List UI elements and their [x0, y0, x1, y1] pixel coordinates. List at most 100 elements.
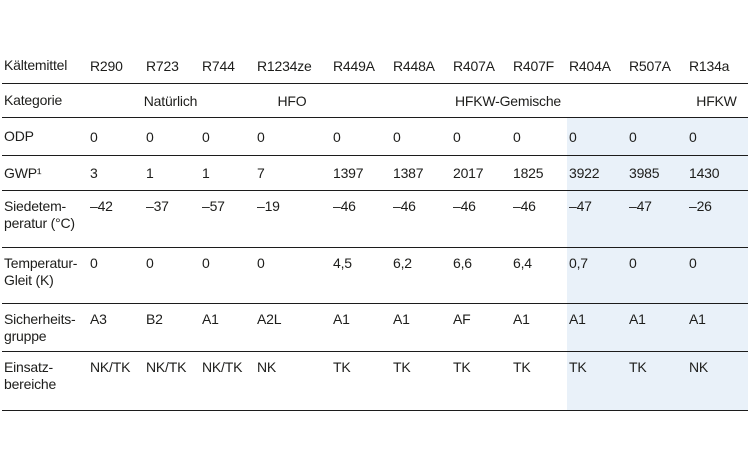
column-header-r290: R290: [88, 48, 144, 84]
table-cell: 0: [331, 117, 391, 156]
table-cell: 0: [511, 117, 567, 156]
table-cell: A1: [687, 303, 748, 352]
table-cell: 3985: [627, 155, 687, 191]
table-cell: –46: [391, 190, 451, 248]
row-temperaturgleit: Temperatur- Gleit (K) 0 0 0 0 4,5 6,2 6,…: [2, 247, 748, 304]
row-einsatzbereiche: Einsatz- bereiche NK/TK NK/TK NK/TK NK T…: [2, 351, 748, 411]
category-group-hfkw-gemische: HFKW-Gemische: [331, 83, 687, 118]
table-cell: 2017: [451, 155, 511, 191]
table-cell: 0: [255, 117, 331, 156]
table-wrapper: Kältemittel R290 R723 R744 R1234ze R449A…: [2, 48, 748, 411]
table-cell: A1: [511, 303, 567, 352]
table-cell: –57: [200, 190, 255, 248]
column-header-r448a: R448A: [391, 48, 451, 84]
table-cell: TK: [567, 351, 627, 411]
table-cell: –46: [511, 190, 567, 248]
table-cell: –47: [627, 190, 687, 248]
row-label-gwp: GWP¹: [2, 155, 88, 191]
column-header-r1234ze: R1234ze: [255, 48, 331, 84]
table-cell: NK: [687, 351, 748, 411]
category-row: Kategorie Natürlich HFO HFKW-Gemische HF…: [2, 83, 748, 118]
column-header-r407f: R407F: [511, 48, 567, 84]
table-cell: 0: [627, 247, 687, 304]
table-cell: A1: [331, 303, 391, 352]
row-gwp: GWP¹ 3 1 1 7 1397 1387 2017 1825 3922 39…: [2, 155, 748, 191]
table-cell: 1430: [687, 155, 748, 191]
row-siedetemperatur: Siedetem- peratur (°C) –42 –37 –57 –19 –…: [2, 190, 748, 248]
table-cell: 0,7: [567, 247, 627, 304]
table-cell: 6,6: [451, 247, 511, 304]
table-cell: –47: [567, 190, 627, 248]
table-cell: 3922: [567, 155, 627, 191]
column-header-r407a: R407A: [451, 48, 511, 84]
table-cell: B2: [144, 303, 200, 352]
table-cell: –46: [331, 190, 391, 248]
table-cell: 0: [200, 247, 255, 304]
table-cell: TK: [451, 351, 511, 411]
column-header-r744: R744: [200, 48, 255, 84]
table-header-row: Kältemittel R290 R723 R744 R1234ze R449A…: [2, 48, 748, 84]
row-label-temperaturgleit: Temperatur- Gleit (K): [2, 247, 88, 304]
table-cell: 6,2: [391, 247, 451, 304]
row-odp: ODP 0 0 0 0 0 0 0 0 0 0 0: [2, 117, 748, 156]
table-cell: 3: [88, 155, 144, 191]
table-cell: –42: [88, 190, 144, 248]
category-group-hfkw: HFKW: [687, 83, 748, 118]
table-cell: 0: [144, 117, 200, 156]
row-label-kategorie: Kategorie: [2, 83, 88, 118]
table-cell: –26: [687, 190, 748, 248]
category-group-natuerlich: Natürlich: [88, 83, 255, 118]
table-cell: A2L: [255, 303, 331, 352]
table-cell: 0: [144, 247, 200, 304]
table-cell: NK/TK: [88, 351, 144, 411]
table-cell: 0: [88, 247, 144, 304]
table-cell: A1: [391, 303, 451, 352]
row-label-sicherheitsgruppe: Sicherheits- gruppe: [2, 303, 88, 352]
table-cell: 1397: [331, 155, 391, 191]
column-header-r449a: R449A: [331, 48, 391, 84]
table-cell: 7: [255, 155, 331, 191]
table-cell: 0: [451, 117, 511, 156]
table-cell: NK: [255, 351, 331, 411]
table-cell: 1: [200, 155, 255, 191]
table-cell: 1387: [391, 155, 451, 191]
table-cell: –19: [255, 190, 331, 248]
table-cell: A1: [200, 303, 255, 352]
table-cell: 0: [627, 117, 687, 156]
table-cell: TK: [331, 351, 391, 411]
table-cell: 4,5: [331, 247, 391, 304]
column-header-r507a: R507A: [627, 48, 687, 84]
table-cell: 6,4: [511, 247, 567, 304]
row-label-siedetemperatur: Siedetem- peratur (°C): [2, 190, 88, 248]
column-header-r404a: R404A: [567, 48, 627, 84]
column-header-r723: R723: [144, 48, 200, 84]
category-group-hfo: HFO: [255, 83, 331, 118]
table-cell: NK/TK: [200, 351, 255, 411]
table-cell: 0: [391, 117, 451, 156]
table-cell: –46: [451, 190, 511, 248]
table-cell: 1825: [511, 155, 567, 191]
table-cell: 0: [200, 117, 255, 156]
table-cell: A1: [567, 303, 627, 352]
table-cell: AF: [451, 303, 511, 352]
table-cell: 1: [144, 155, 200, 191]
table-cell: 0: [687, 247, 748, 304]
row-sicherheitsgruppe: Sicherheits- gruppe A3 B2 A1 A2L A1 A1 A…: [2, 303, 748, 352]
column-header-kaeltemittel: Kältemittel: [2, 48, 88, 84]
table-cell: TK: [511, 351, 567, 411]
table-cell: –37: [144, 190, 200, 248]
table-cell: NK/TK: [144, 351, 200, 411]
row-label-odp: ODP: [2, 117, 88, 156]
table-cell: TK: [391, 351, 451, 411]
table-cell: A3: [88, 303, 144, 352]
refrigerant-comparison-table: Kältemittel R290 R723 R744 R1234ze R449A…: [2, 48, 748, 411]
table-cell: 0: [88, 117, 144, 156]
column-header-r134a: R134a: [687, 48, 748, 84]
table-cell: 0: [255, 247, 331, 304]
row-label-einsatzbereiche: Einsatz- bereiche: [2, 351, 88, 411]
table-cell: 0: [567, 117, 627, 156]
table-cell: TK: [627, 351, 687, 411]
table-cell: A1: [627, 303, 687, 352]
table-cell: 0: [687, 117, 748, 156]
